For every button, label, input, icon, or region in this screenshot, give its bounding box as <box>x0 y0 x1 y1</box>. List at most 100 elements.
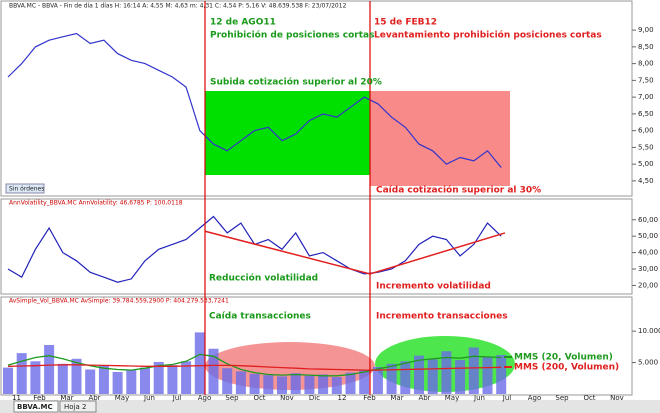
volume-bar <box>304 375 315 394</box>
x-tick-label: Feb <box>363 394 376 402</box>
volume-bar <box>208 348 219 394</box>
volume-bar <box>482 356 493 394</box>
annotation: Prohibición de posiciones cortas <box>210 30 374 41</box>
x-tick-label: Nov <box>280 394 294 402</box>
x-tick-label: Mar <box>390 394 403 402</box>
annotation: 15 de FEB12 <box>374 18 437 28</box>
y-tick-label: 6,00 <box>638 127 654 135</box>
y-tick-label: 30,00 <box>638 265 658 273</box>
y-tick-label: 6,50 <box>638 110 654 118</box>
y-tick-label: 5,50 <box>638 143 654 151</box>
volume-bar <box>331 377 342 394</box>
volume-bar <box>235 371 246 394</box>
volume-bar <box>112 372 123 394</box>
volume-bar <box>496 355 507 394</box>
moving-average <box>7 364 502 371</box>
volume-bar <box>441 351 452 394</box>
x-tick-label: Nov <box>610 394 624 402</box>
volume-bar <box>3 367 13 394</box>
header: BBVA.MC - BBVA - Fin de día 1 días H: 16… <box>9 3 347 10</box>
price-line <box>7 32 502 168</box>
tab[interactable] <box>13 400 59 413</box>
volatility-panel <box>0 198 633 295</box>
y-tick-label: 5,00 <box>638 160 654 168</box>
volume-bar <box>414 355 424 394</box>
legend-label: MMS (200, Volumen) <box>514 363 619 373</box>
annotation: Levantamiento prohibición posiciones cor… <box>374 30 602 41</box>
panel-title: AnnVolatility_BBVA.MC AnnVolatility: 46,… <box>9 200 183 207</box>
volume-bar <box>16 353 27 394</box>
x-tick-label: May <box>115 394 129 402</box>
tab-label[interactable]: BBVA.MC <box>17 403 53 411</box>
x-tick-label: Dic <box>309 394 320 402</box>
y-tick-label: 4,50 <box>638 177 654 185</box>
x-tick-label: Jun <box>143 394 155 402</box>
volume-bar <box>427 359 438 394</box>
x-tick-label: Jun <box>473 394 485 402</box>
annotation: Caída cotización superior al 30% <box>376 185 541 196</box>
y-tick-label: 10.000 <box>638 327 660 335</box>
volume-bar <box>359 369 370 394</box>
x-tick-label: Abr <box>418 394 430 402</box>
button-label[interactable]: Sin órdenes <box>9 186 44 193</box>
volume-bar <box>468 347 479 394</box>
volume-bar <box>318 374 329 394</box>
volume-bar <box>400 361 411 394</box>
y-tick-label: 60,00 <box>638 216 658 224</box>
volume-bar <box>30 361 41 394</box>
volume-bar <box>386 363 397 394</box>
y-tick-label: 50,00 <box>638 232 658 240</box>
x-tick-label: Oct <box>583 394 595 402</box>
volume-bar <box>372 366 383 394</box>
price-panel <box>0 0 633 197</box>
x-tick-label: Abr <box>88 394 100 402</box>
panel-title: AvSimple_Vol_BBVA.MC AvSimple: 39.784.55… <box>9 298 229 305</box>
volume-bar <box>290 373 301 394</box>
x-tick-label: 12 <box>338 394 347 402</box>
y-tick-label: 7,00 <box>638 93 654 101</box>
volume-bar <box>277 376 287 394</box>
x-tick-label: Jul <box>502 394 512 402</box>
x-tick-label: Sep <box>555 394 569 402</box>
annotation: 12 de AGO11 <box>210 18 276 28</box>
volume-bar <box>98 365 109 394</box>
x-tick-label: Mar <box>60 394 73 402</box>
rise-box <box>205 91 370 175</box>
trend-line <box>204 230 371 275</box>
y-tick-label: 5.000 <box>638 359 658 367</box>
tab[interactable] <box>59 400 97 413</box>
volume-bar <box>249 373 260 394</box>
tab-label[interactable]: Hoja 2 <box>64 403 86 411</box>
y-tick-label: 8,00 <box>638 60 654 68</box>
annotation: Incremento transacciones <box>376 312 508 322</box>
x-tick-label: 11 <box>12 394 21 402</box>
x-tick-label: May <box>445 394 459 402</box>
volume-bar <box>57 363 68 394</box>
x-tick-label: Sep <box>225 394 239 402</box>
annotation: Caída transacciones <box>209 312 311 322</box>
volume-bar <box>85 369 96 394</box>
volume-bar <box>167 365 178 394</box>
volume-panel <box>0 296 633 396</box>
trend-line <box>369 232 506 275</box>
volume-bar <box>345 372 356 394</box>
volume-bar <box>153 361 164 394</box>
button[interactable] <box>5 183 45 194</box>
volume-bar <box>44 344 55 394</box>
tab-bar <box>0 400 660 413</box>
plot-layer: 4,50 5,00 5,50 6,00 6,50 7,00 7,50 8,00 8,50 9,00… <box>3 26 660 394</box>
x-tick-label: Ago <box>198 394 212 402</box>
annotation: Incremento volatilidad <box>376 282 491 292</box>
y-tick-label: 9,00 <box>638 26 654 34</box>
x-tick-label: Jul <box>172 394 182 402</box>
y-tick-label: 8,50 <box>638 43 654 51</box>
fall-box <box>370 91 510 186</box>
x-tick-label: Ago <box>528 394 542 402</box>
y-tick-label: 20,00 <box>638 281 658 289</box>
volume-bar <box>222 368 233 394</box>
volume-bar <box>126 370 137 394</box>
volume-bar <box>140 367 150 394</box>
x-tick-label: Feb <box>33 394 46 402</box>
